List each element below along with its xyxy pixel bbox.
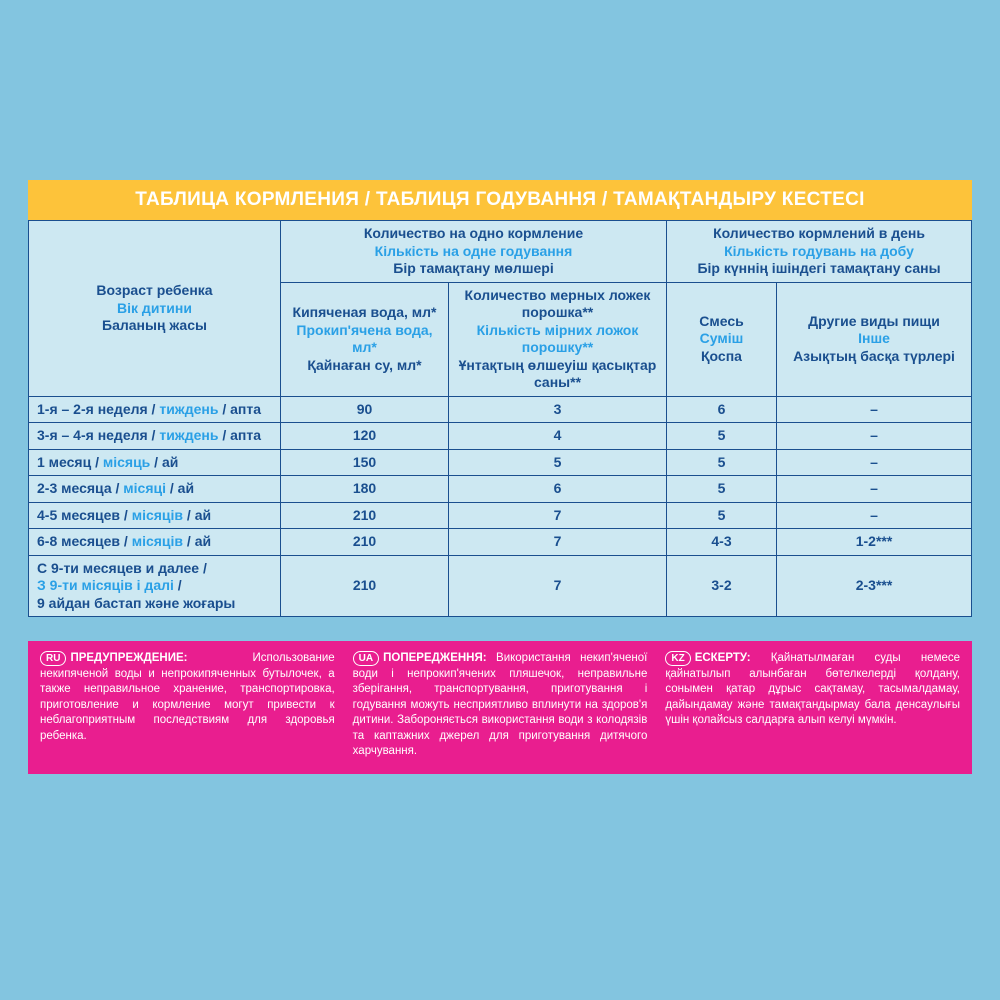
header-per-feeding: Количество на одно кормление Кількість н…	[281, 221, 667, 283]
cell-scoops: 7	[449, 555, 667, 617]
cell-water: 120	[281, 423, 449, 450]
header-mix-kz: Қоспа	[673, 348, 770, 366]
warning-box: RU ПРЕДУПРЕЖДЕНИЕ: Использование некипяче…	[28, 641, 972, 774]
table-row: С 9-ти месяцев и далее /З 9-ти місяців і…	[29, 555, 972, 617]
warning-ru-lead: ПРЕДУПРЕЖДЕНИЕ:	[70, 652, 187, 664]
cell-other: –	[777, 502, 972, 529]
table-title: ТАБЛИЦА КОРМЛЕНИЯ / ТАБЛИЦЯ ГОДУВАННЯ / …	[28, 180, 972, 220]
cell-age: 6-8 месяцев / місяців / ай	[29, 529, 281, 556]
cell-scoops: 5	[449, 449, 667, 476]
header-per-day-kz: Бір күннің ішіндегі тамақтану саны	[673, 260, 965, 278]
cell-other: –	[777, 449, 972, 476]
cell-mix: 5	[667, 502, 777, 529]
cell-mix: 5	[667, 476, 777, 503]
header-scoops-ua: Кількість мірних ложок порошку**	[455, 322, 660, 357]
header-age: Возраст ребенка Вік дитини Баланың жасы	[29, 221, 281, 397]
header-per-feeding-ru: Количество на одно кормление	[287, 225, 660, 243]
warning-ua-text: Використання некип'яченої води і непроки…	[353, 652, 648, 757]
cell-water: 210	[281, 529, 449, 556]
cell-mix: 5	[667, 449, 777, 476]
cell-age: С 9-ти месяцев и далее /З 9-ти місяців і…	[29, 555, 281, 617]
header-per-day-ru: Количество кормлений в день	[673, 225, 965, 243]
cell-other: 1-2***	[777, 529, 972, 556]
header-mix: Смесь Суміш Қоспа	[667, 282, 777, 396]
cell-age: 1 месяц / місяць / ай	[29, 449, 281, 476]
badge-ua: UA	[353, 651, 379, 666]
cell-water: 210	[281, 502, 449, 529]
warning-ru-text: Использование некипяченой воды и непроки…	[40, 652, 335, 742]
header-water-ua: Прокип'ячена вода, мл*	[287, 322, 442, 357]
cell-age: 2-3 месяца / місяці / ай	[29, 476, 281, 503]
cell-age: 3-я – 4-я неделя / тиждень / апта	[29, 423, 281, 450]
header-age-kz: Баланың жасы	[35, 317, 274, 335]
cell-scoops: 4	[449, 423, 667, 450]
cell-age: 4-5 месяцев / місяців / ай	[29, 502, 281, 529]
cell-mix: 4-3	[667, 529, 777, 556]
cell-scoops: 7	[449, 502, 667, 529]
header-per-day: Количество кормлений в день Кількість го…	[667, 221, 972, 283]
header-water: Кипяченая вода, мл* Прокип'ячена вода, м…	[281, 282, 449, 396]
cell-other: –	[777, 396, 972, 423]
header-water-ru: Кипяченая вода, мл*	[287, 304, 442, 322]
header-other: Другие виды пищи Інше Азықтың басқа түрл…	[777, 282, 972, 396]
table-body: 1-я – 2-я неделя / тиждень / апта9036–3-…	[29, 396, 972, 617]
table-row: 4-5 месяцев / місяців / ай21075–	[29, 502, 972, 529]
feeding-table: Возраст ребенка Вік дитини Баланың жасы …	[28, 220, 972, 617]
cell-age: 1-я – 2-я неделя / тиждень / апта	[29, 396, 281, 423]
table-row: 1 месяц / місяць / ай15055–	[29, 449, 972, 476]
warning-ua-lead: ПОПЕРЕДЖЕННЯ:	[383, 652, 486, 664]
header-per-day-ua: Кількість годувань на добу	[673, 243, 965, 261]
cell-mix: 6	[667, 396, 777, 423]
cell-water: 150	[281, 449, 449, 476]
badge-ru: RU	[40, 651, 66, 666]
cell-mix: 5	[667, 423, 777, 450]
warning-kz-lead: ЕСКЕРТУ:	[695, 652, 751, 664]
header-water-kz: Қайнаған су, мл*	[287, 357, 442, 375]
header-per-feeding-kz: Бір тамақтану мөлшері	[287, 260, 660, 278]
header-mix-ua: Суміш	[673, 330, 770, 348]
cell-scoops: 7	[449, 529, 667, 556]
header-age-ru: Возраст ребенка	[35, 282, 274, 300]
cell-other: –	[777, 476, 972, 503]
header-scoops-kz: Ұнтақтың өлшеуіш қасықтар саны**	[455, 357, 660, 392]
header-other-ru: Другие виды пищи	[783, 313, 965, 331]
cell-scoops: 3	[449, 396, 667, 423]
cell-other: –	[777, 423, 972, 450]
badge-kz: KZ	[665, 651, 690, 666]
cell-other: 2-3***	[777, 555, 972, 617]
cell-water: 210	[281, 555, 449, 617]
warning-ua: UA ПОПЕРЕДЖЕННЯ: Використання некип'ячено…	[353, 651, 648, 760]
warning-ru: RU ПРЕДУПРЕЖДЕНИЕ: Использование некипяче…	[40, 651, 335, 760]
cell-mix: 3-2	[667, 555, 777, 617]
table-row: 2-3 месяца / місяці / ай18065–	[29, 476, 972, 503]
header-per-feeding-ua: Кількість на одне годування	[287, 243, 660, 261]
header-scoops-ru: Количество мерных ложек порошка**	[455, 287, 660, 322]
table-row: 1-я – 2-я неделя / тиждень / апта9036–	[29, 396, 972, 423]
header-other-kz: Азықтың басқа түрлері	[783, 348, 965, 366]
cell-water: 180	[281, 476, 449, 503]
table-row: 6-8 месяцев / місяців / ай21074-31-2***	[29, 529, 972, 556]
header-mix-ru: Смесь	[673, 313, 770, 331]
cell-water: 90	[281, 396, 449, 423]
cell-scoops: 6	[449, 476, 667, 503]
header-scoops: Количество мерных ложек порошка** Кількі…	[449, 282, 667, 396]
warning-kz: KZЕСКЕРТУ: Қайнатылмаған суды немесе қай…	[665, 651, 960, 760]
table-row: 3-я – 4-я неделя / тиждень / апта12045–	[29, 423, 972, 450]
header-age-ua: Вік дитини	[35, 300, 274, 318]
header-other-ua: Інше	[783, 330, 965, 348]
